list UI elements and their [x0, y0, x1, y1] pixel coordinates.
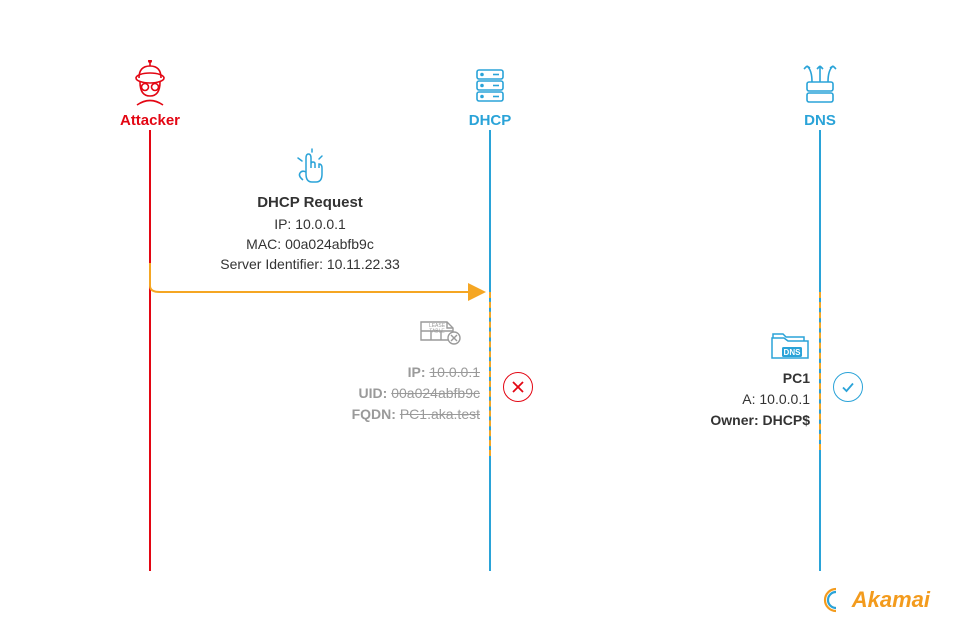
dhcp-label: DHCP [430, 112, 550, 129]
dns-pc1: PC1 [660, 368, 810, 389]
attacker-label: Attacker [90, 112, 210, 129]
request-line-si: Server Identifier: 10.11.22.33 [190, 254, 430, 274]
attacker-lifeline [149, 130, 151, 571]
dns-owner: Owner: DHCP$ [660, 410, 810, 431]
lease-uid: UID: 00a024abfb9c [300, 383, 480, 404]
lease-table-icon: LEASE TABLE [415, 318, 463, 367]
lease-fqdn: FQDN: PC1.aka.test [300, 404, 480, 425]
accept-icon [833, 372, 863, 402]
reject-icon [503, 372, 533, 402]
dhcp-request-block: DHCP Request IP: 10.0.0.1 MAC: 00a024abf… [190, 192, 430, 275]
request-line-ip: IP: 10.0.0.1 [190, 214, 430, 234]
dns-folder-icon: DNS [768, 328, 812, 371]
dhcp-icon [465, 60, 515, 115]
attacker-icon [125, 60, 175, 115]
svg-text:TABLE: TABLE [429, 329, 445, 335]
svg-text:DNS: DNS [784, 348, 802, 357]
dhcp-activity-dash [489, 292, 491, 456]
dns-activity-dash [819, 292, 821, 450]
pointer-icon [288, 148, 332, 197]
lease-ip: IP: 10.0.0.1 [300, 362, 480, 383]
lease-table-block: IP: 10.0.0.1 UID: 00a024abfb9c FQDN: PC1… [300, 362, 480, 425]
request-line-mac: MAC: 00a024abfb9c [190, 234, 430, 254]
brand-logo: Akamai [822, 587, 930, 613]
brand-text: Akamai [852, 587, 930, 613]
dns-record-block: PC1 A: 10.0.0.1 Owner: DHCP$ [660, 368, 810, 431]
request-title: DHCP Request [190, 192, 430, 214]
dns-icon [795, 58, 845, 115]
dns-label: DNS [760, 112, 880, 129]
dns-a: A: 10.0.0.1 [660, 389, 810, 410]
